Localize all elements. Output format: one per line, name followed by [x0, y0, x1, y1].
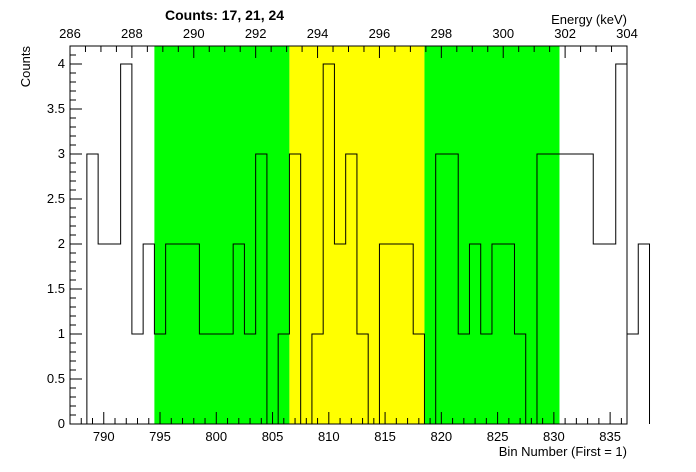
bin-9 — [188, 244, 199, 424]
x2-tick-label: 296 — [369, 26, 391, 41]
axis-ticks: 790 795 800 805 810 815 820 825 830 835 0 0.5 1 1.5 2 2… — [47, 26, 638, 444]
bin-41 — [548, 154, 559, 424]
bin-22 — [334, 244, 345, 424]
histogram-series — [86, 63, 651, 425]
bin-11 — [211, 334, 222, 424]
x-tick-label: 815 — [374, 429, 396, 444]
bin-3 — [121, 64, 132, 424]
top-axis-label: Energy (keV) — [551, 12, 627, 27]
bin-27 — [391, 244, 402, 424]
bin-37 — [503, 244, 514, 424]
x-axis-label: Bin Number (First = 1) — [499, 444, 627, 459]
x-tick-label: 835 — [599, 429, 621, 444]
bin-44 — [582, 154, 593, 424]
x-tick-label: 830 — [543, 429, 565, 444]
x-tick-label: 795 — [149, 429, 171, 444]
bin-35 — [481, 334, 492, 424]
bin-43 — [571, 154, 582, 424]
bin-20 — [312, 334, 323, 424]
bin-21 — [323, 64, 334, 424]
bin-49 — [638, 244, 649, 424]
bin-36 — [492, 244, 503, 424]
bin-24 — [357, 334, 368, 424]
bin-4 — [132, 334, 143, 424]
x-tick-label: 810 — [318, 429, 340, 444]
x-tick-label: 820 — [430, 429, 452, 444]
bin-14 — [244, 334, 255, 424]
bin-45 — [593, 244, 604, 424]
bin-7 — [166, 244, 177, 424]
x2-tick-label: 290 — [183, 26, 205, 41]
x2-tick-label: 298 — [430, 26, 452, 41]
bin-5 — [143, 244, 154, 424]
bin-40 — [537, 154, 548, 424]
x2-tick-label: 302 — [554, 26, 576, 41]
y-tick-label: 2.5 — [47, 191, 65, 206]
bin-33 — [458, 334, 469, 424]
x2-tick-label: 300 — [492, 26, 514, 41]
bin-34 — [469, 244, 480, 424]
x2-tick-label: 292 — [245, 26, 267, 41]
bin-47 — [616, 64, 627, 424]
y-tick-label: 3.5 — [47, 101, 65, 116]
bin-10 — [199, 334, 210, 424]
x-tick-label: 825 — [487, 429, 509, 444]
x-tick-label: 800 — [205, 429, 227, 444]
y-axis-label: Counts — [18, 46, 33, 88]
bin-46 — [604, 244, 615, 424]
bin-38 — [514, 334, 525, 424]
y-tick-label: 2 — [58, 236, 65, 251]
x2-tick-label: 294 — [307, 26, 329, 41]
y-tick-label: 4 — [58, 56, 65, 71]
bin-29 — [413, 334, 424, 424]
bin-18 — [289, 154, 300, 424]
x2-tick-label: 288 — [121, 26, 143, 41]
histogram-line — [86, 63, 651, 425]
bin-28 — [402, 244, 413, 424]
bin-23 — [346, 154, 357, 424]
bin-32 — [447, 154, 458, 424]
bin-6 — [154, 334, 165, 424]
x2-tick-label: 304 — [616, 26, 638, 41]
bin-26 — [379, 244, 390, 424]
bin-48 — [627, 334, 638, 424]
chart-title: Counts: 17, 21, 24 — [165, 7, 284, 23]
bin-0 — [87, 154, 98, 424]
x2-tick-label: 286 — [59, 26, 81, 41]
x-tick-label: 790 — [93, 429, 115, 444]
bin-31 — [436, 154, 447, 424]
bin-17 — [278, 334, 289, 424]
y-tick-label: 0.5 — [47, 371, 65, 386]
bin-15 — [256, 154, 267, 424]
bin-1 — [98, 244, 109, 424]
bin-12 — [222, 334, 233, 424]
y-tick-label: 0 — [58, 416, 65, 431]
bin-8 — [177, 244, 188, 424]
y-tick-label: 1 — [58, 326, 65, 341]
bin-42 — [559, 154, 570, 424]
y-tick-label: 3 — [58, 146, 65, 161]
bin-13 — [233, 244, 244, 424]
x-tick-label: 805 — [262, 429, 284, 444]
bin-2 — [109, 244, 120, 424]
y-tick-label: 1.5 — [47, 281, 65, 296]
